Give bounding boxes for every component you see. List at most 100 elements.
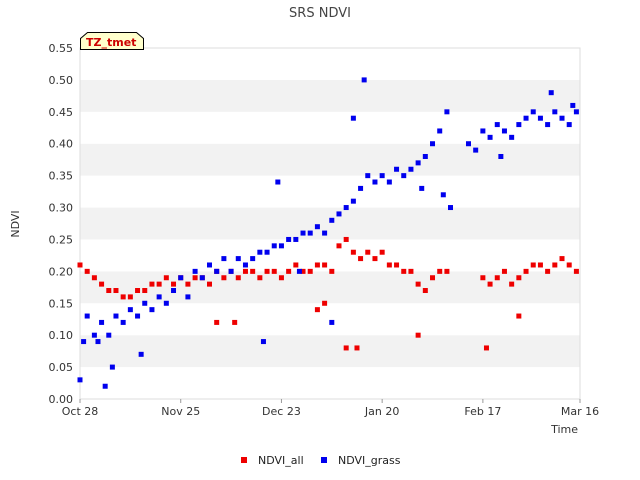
ndvi-grass-point [235,256,241,262]
ndvi-all-point [307,268,313,274]
ndvi-grass-point [570,102,576,108]
ndvi-grass-point [552,109,558,115]
y-tick-label: 0.25 [49,233,74,246]
ndvi-all-point [415,281,421,287]
y-tick-label: 0.40 [49,138,74,151]
ndvi-grass-point [440,192,446,198]
ndvi-all-point [300,268,306,274]
ndvi-all-point [314,307,320,313]
ndvi-all-point [293,262,299,268]
ndvi-grass-point [106,332,112,338]
ndvi-grass-point [260,339,266,345]
legend: NDVI_all NDVI_grass [241,454,401,467]
ndvi-grass-point [465,141,471,147]
ndvi-grass-point [548,90,554,96]
ndvi-all-point [84,268,90,274]
x-tick-label: Dec 23 [262,405,301,418]
ndvi-all-point [113,288,119,294]
ndvi-grass-point [278,243,284,249]
ndvi-grass-point [77,377,83,383]
ndvi-grass-point [422,153,428,159]
grid-band [80,239,580,272]
ndvi-all-point [573,268,579,274]
grid-band [80,335,580,368]
ndvi-all-point [401,268,407,274]
ndvi-grass-point [545,122,551,128]
ndvi-grass-point [322,230,328,236]
ndvi-grass-point [394,166,400,172]
y-tick-label: 0.30 [49,202,74,215]
ndvi-grass-point [275,179,281,185]
ndvi-all-point [235,275,241,281]
ndvi-grass-point [329,319,335,325]
ndvi-all-point [127,294,133,300]
ndvi-all-point [480,275,486,281]
ndvi-grass-point [365,173,371,179]
ndvi-all-point [350,249,356,255]
ndvi-grass-point [185,294,191,300]
ndvi-all-point [430,275,436,281]
ndvi-all-point [422,288,428,294]
ndvi-all-point [329,268,335,274]
ndvi-grass-point [127,307,133,313]
ndvi-all-point [552,262,558,268]
y-axis-label: NDVI [9,210,22,237]
plot-frame [79,47,581,400]
ndvi-grass-point [419,185,425,191]
grid-band [80,271,580,304]
y-tick-label: 0.45 [49,106,74,119]
ndvi-grass-point [171,288,177,294]
ndvi-grass-point [228,268,234,274]
ndvi-all-point [91,275,97,281]
ndvi-all-point [372,256,378,262]
ndvi-all-point [516,275,522,281]
grid-bands [80,48,580,399]
x-axis-ticks: Oct 28 Nov 25 Dec 23 Jan 20 Feb 17 Mar 16 [62,399,599,418]
ndvi-all-point [77,262,83,268]
y-tick-label: 0.20 [49,265,74,278]
ndvi-grass-point [214,268,220,274]
ndvi-grass-point [192,268,198,274]
ndvi-grass-point [350,115,356,121]
ndvi-grass-point [163,300,169,306]
y-tick-label: 0.35 [49,170,74,183]
ndvi-grass-point [206,262,212,268]
ndvi-all-point [171,281,177,287]
grid-band [80,207,580,240]
ndvi-all-point [386,262,392,268]
ndvi-grass-point [329,217,335,223]
ndvi-grass-point [271,243,277,249]
site-tag-label: TZ_tmet [86,36,136,49]
ndvi-grass-point [113,313,119,319]
ndvi-grass-point [91,332,97,338]
ndvi-all-point [120,294,126,300]
ndvi-all-point [379,249,385,255]
ndvi-all-point [242,268,248,274]
ndvi-all-point [232,319,238,325]
ndvi-all-point [343,345,349,351]
ndvi-grass-point [559,115,565,121]
ndvi-grass-point [379,173,385,179]
ndvi-all-point [278,275,284,281]
ndvi-all-point [437,268,443,274]
grid-band [80,367,580,399]
ndvi-grass-point [386,179,392,185]
ndvi-grass-point [350,198,356,204]
ndvi-all-point [530,262,536,268]
grid-band [80,79,580,112]
ndvi-grass-point [444,109,450,115]
ndvi-all-point [545,268,551,274]
grid-band [80,303,580,336]
ndvi-all-point [537,262,543,268]
ndvi-grass-point [530,109,536,115]
ndvi-grass-point [102,383,108,389]
ndvi-all-point [264,268,270,274]
ndvi-grass-point [286,236,292,242]
ndvi-all-point [336,243,342,249]
ndvi-grass-point [142,300,148,306]
ndvi-grass-point [199,275,205,281]
y-tick-label: 0.50 [49,74,74,87]
ndvi-all-point [483,345,489,351]
ndvi-grass-point [221,256,227,262]
